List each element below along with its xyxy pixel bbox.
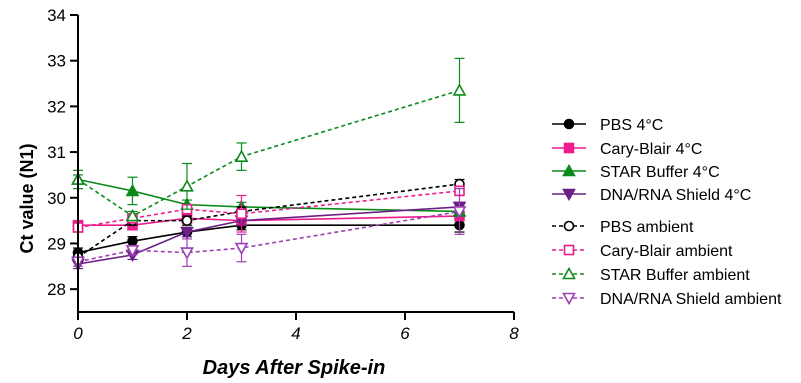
legend-label: PBS ambient	[600, 219, 694, 236]
legend-item: Cary-Blair 4°C	[552, 141, 702, 158]
data-point	[234, 149, 249, 162]
axes	[77, 15, 514, 313]
y-tick-label: 29	[47, 234, 66, 253]
y-tick-label: 32	[47, 97, 66, 116]
legend-item: Cary-Blair ambient	[552, 243, 733, 260]
x-axis-ticks: 0 2 4 6 8	[73, 312, 519, 343]
legend-marker	[562, 163, 576, 177]
data-point	[452, 83, 467, 96]
legend-marker	[562, 292, 576, 306]
legend-marker	[563, 142, 575, 154]
y-axis-ticks: 28 29 30 31 32 33 34	[47, 6, 78, 299]
series-line	[77, 89, 460, 217]
x-tick-label: 2	[181, 324, 192, 343]
y-tick-label: 31	[47, 143, 66, 162]
legend-label: Cary-Blair ambient	[600, 243, 733, 260]
legend-item: PBS 4°C	[552, 117, 663, 134]
series-6	[71, 57, 467, 222]
legend-marker	[563, 220, 575, 232]
data-point	[125, 183, 140, 197]
legend-label: Cary-Blair 4°C	[600, 141, 702, 158]
legend-label: DNA/RNA Shield ambient	[600, 291, 782, 308]
plot-area	[71, 57, 467, 272]
series-2	[71, 169, 467, 217]
series-line	[77, 190, 460, 229]
legend-marker	[562, 188, 576, 202]
x-tick-label: 4	[291, 324, 300, 343]
data-point	[180, 226, 194, 240]
series-line	[77, 210, 460, 263]
y-tick-label: 30	[47, 189, 66, 208]
x-tick-label: 6	[400, 324, 410, 343]
data-point	[127, 235, 138, 247]
legend-marker	[563, 244, 575, 256]
legend-marker	[563, 118, 575, 130]
legend-item: DNA/RNA Shield 4°C	[552, 187, 751, 204]
y-axis-title: Ct value (N1)	[17, 143, 37, 253]
y-tick-label: 33	[47, 52, 66, 71]
legend: PBS 4°C Cary-Blair 4°C STAR Buffer 4°C DNA/…	[552, 117, 782, 308]
y-tick-label: 34	[47, 6, 66, 25]
legend-label: PBS 4°C	[600, 117, 663, 134]
x-tick-label: 8	[509, 324, 519, 343]
legend-marker	[562, 266, 576, 280]
legend-label: DNA/RNA Shield 4°C	[600, 187, 751, 204]
data-point	[180, 179, 194, 192]
legend-item: DNA/RNA Shield ambient	[552, 291, 782, 308]
legend-item: STAR Buffer 4°C	[552, 163, 720, 181]
legend-label: STAR Buffer 4°C	[600, 164, 720, 181]
x-axis-title: Days After Spike-in	[203, 357, 386, 379]
data-point	[236, 208, 247, 220]
x-tick-label: 0	[73, 324, 83, 343]
data-point	[125, 245, 140, 258]
data-point	[234, 242, 249, 256]
data-point	[181, 215, 193, 226]
legend-label: STAR Buffer ambient	[600, 267, 750, 284]
data-point	[452, 206, 467, 219]
legend-item: STAR Buffer ambient	[552, 266, 750, 284]
data-point	[180, 247, 194, 260]
y-tick-label: 28	[47, 280, 66, 299]
legend-item: PBS ambient	[552, 219, 694, 236]
data-point	[125, 208, 140, 222]
